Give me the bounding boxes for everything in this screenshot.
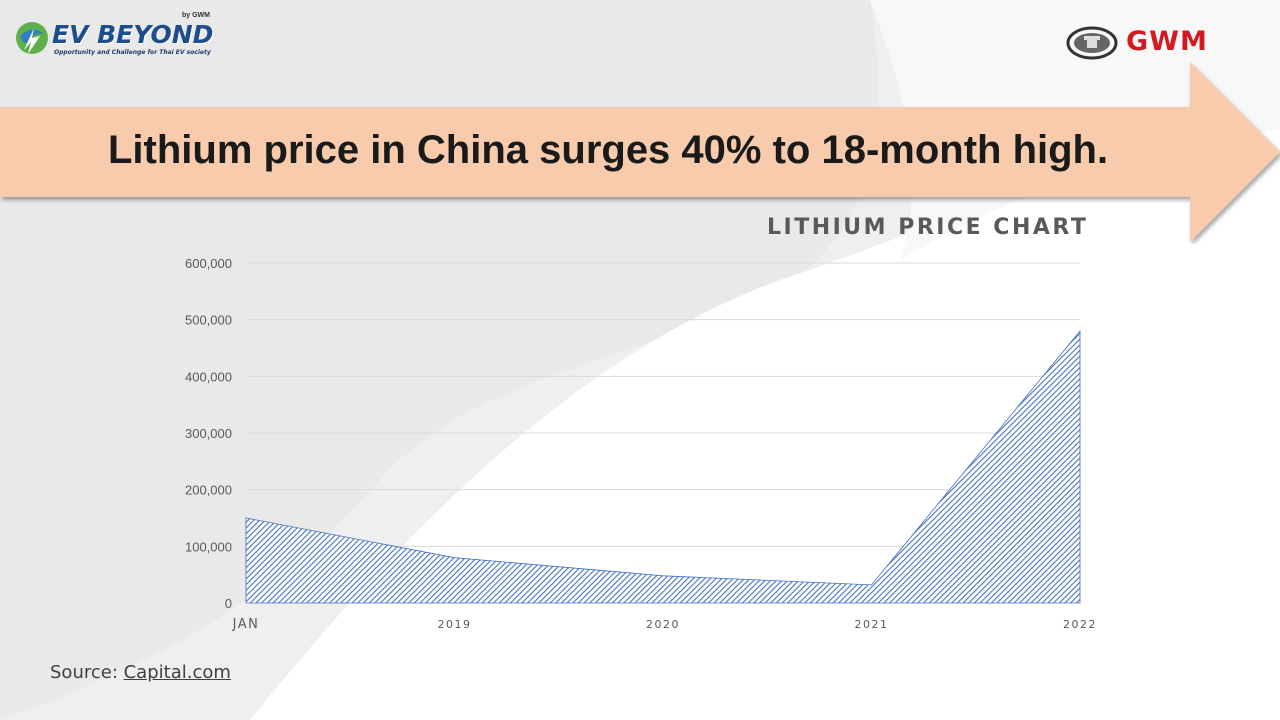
source-line: Source: Capital.com: [50, 662, 231, 683]
y-tick-label: 100,000: [185, 539, 232, 554]
ev-logo-by: by GWM: [182, 12, 210, 19]
headline: Lithium price in China surges 40% to 18-…: [108, 128, 1109, 172]
ev-beyond-logo: EV BEYOND by GWM Opportunity and Challen…: [14, 12, 214, 62]
x-tick-label: JAN: [232, 617, 260, 632]
y-tick-label: 600,000: [185, 256, 232, 271]
gwm-logo-text: GWM: [1126, 26, 1208, 57]
y-tick-label: 400,000: [185, 369, 232, 384]
series-area: [245, 329, 1081, 604]
lithium-price-chart: 0 100,000 200,000 300,000 400,000 500,000 600,…: [185, 256, 1097, 632]
gwm-emblem-icon: [1066, 26, 1118, 60]
headline-banner: [0, 62, 1280, 242]
ev-logo-text: EV BEYOND: [52, 20, 214, 49]
y-tick-label: 500,000: [185, 313, 232, 328]
ev-globe-icon: [16, 22, 48, 54]
source-prefix: Source:: [50, 662, 124, 683]
source-link[interactable]: Capital.com: [123, 662, 231, 683]
x-tick-label: 2022: [1063, 618, 1097, 631]
chart-title: LITHIUM PRICE CHART: [767, 215, 1089, 240]
y-tick-label: 200,000: [185, 483, 232, 498]
ev-logo-tagline: Opportunity and Challenge for Thai EV so…: [54, 49, 211, 56]
x-tick-label: 2019: [438, 618, 472, 631]
gwm-logo: GWM: [1066, 26, 1236, 60]
x-tick-label: 2021: [855, 618, 889, 631]
x-tick-label: 2020: [646, 618, 680, 631]
y-tick-label: 0: [225, 596, 232, 611]
y-tick-label: 300,000: [185, 426, 232, 441]
